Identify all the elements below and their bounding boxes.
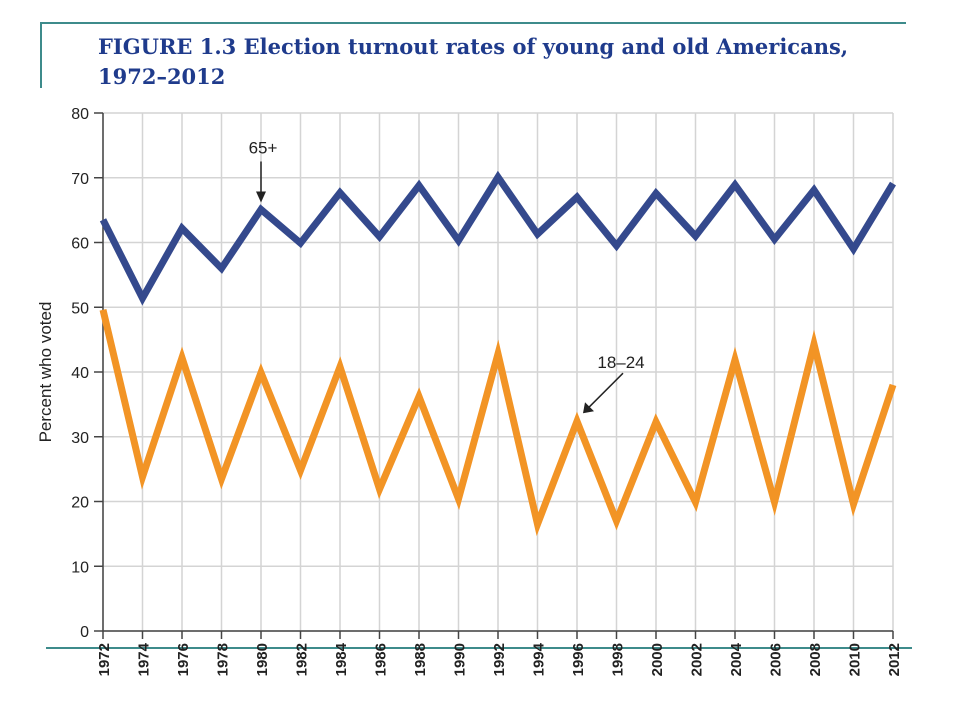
figure-title: FIGURE 1.3 Election turnout rates of you… <box>98 34 849 89</box>
annotation-label-age-65-plus: 65+ <box>249 138 278 157</box>
x-tick-label-1998: 1998 <box>610 643 627 676</box>
y-tick-label-70: 70 <box>71 171 89 188</box>
x-tick-label-1980: 1980 <box>254 643 271 676</box>
y-tick-label-60: 60 <box>71 236 89 253</box>
x-tick-label-1990: 1990 <box>452 643 469 676</box>
x-tick-label-1978: 1978 <box>215 643 232 676</box>
x-tick-label-1976: 1976 <box>175 643 192 676</box>
frame-left-rule <box>40 22 42 88</box>
annotation-arrow-age-18-24 <box>586 372 624 410</box>
x-tick-label-1996: 1996 <box>570 643 587 676</box>
x-tick-label-2006: 2006 <box>768 643 785 676</box>
x-tick-label-1986: 1986 <box>373 643 390 676</box>
y-axis-ticks: 0 10 20 30 40 50 60 70 80 <box>71 106 103 641</box>
y-axis-label: Percent who voted <box>36 302 55 443</box>
annotation-label-age-18-24: 18–24 <box>597 353 644 372</box>
x-tick-label-2012: 2012 <box>886 643 903 676</box>
x-tick-label-1994: 1994 <box>531 642 548 676</box>
annotation-arrowhead-age-65-plus <box>256 191 266 203</box>
chart-series <box>99 170 897 537</box>
y-tick-label-20: 20 <box>71 495 89 512</box>
y-tick-label-10: 10 <box>71 559 89 576</box>
x-tick-label-1982: 1982 <box>294 643 311 676</box>
annotation-arrowhead-age-18-24 <box>583 402 594 414</box>
x-tick-label-1974: 1974 <box>136 642 153 676</box>
x-tick-label-2008: 2008 <box>807 643 824 676</box>
y-tick-label-30: 30 <box>71 430 89 447</box>
chart-annotations: 65+ 18–24 <box>249 138 645 414</box>
y-tick-label-80: 80 <box>71 106 89 123</box>
frame-top-rule <box>40 22 906 24</box>
y-tick-label-0: 0 <box>80 624 89 641</box>
x-tick-label-1972: 1972 <box>96 643 113 676</box>
x-axis-ticks: 1972 1974 1976 1978 1980 1982 1984 1986 1988 1990… <box>96 631 903 676</box>
x-tick-label-1984: 1984 <box>333 642 350 676</box>
y-tick-label-40: 40 <box>71 365 89 382</box>
x-tick-label-1988: 1988 <box>412 643 429 676</box>
x-tick-label-2004: 2004 <box>728 642 745 676</box>
x-tick-label-2002: 2002 <box>689 643 706 676</box>
frame-bottom-rule <box>46 647 912 649</box>
chart-grid <box>102 112 894 632</box>
y-tick-label-50: 50 <box>71 300 89 317</box>
x-tick-label-1992: 1992 <box>491 643 508 676</box>
x-tick-label-2010: 2010 <box>847 643 864 676</box>
x-tick-label-2000: 2000 <box>649 643 666 676</box>
